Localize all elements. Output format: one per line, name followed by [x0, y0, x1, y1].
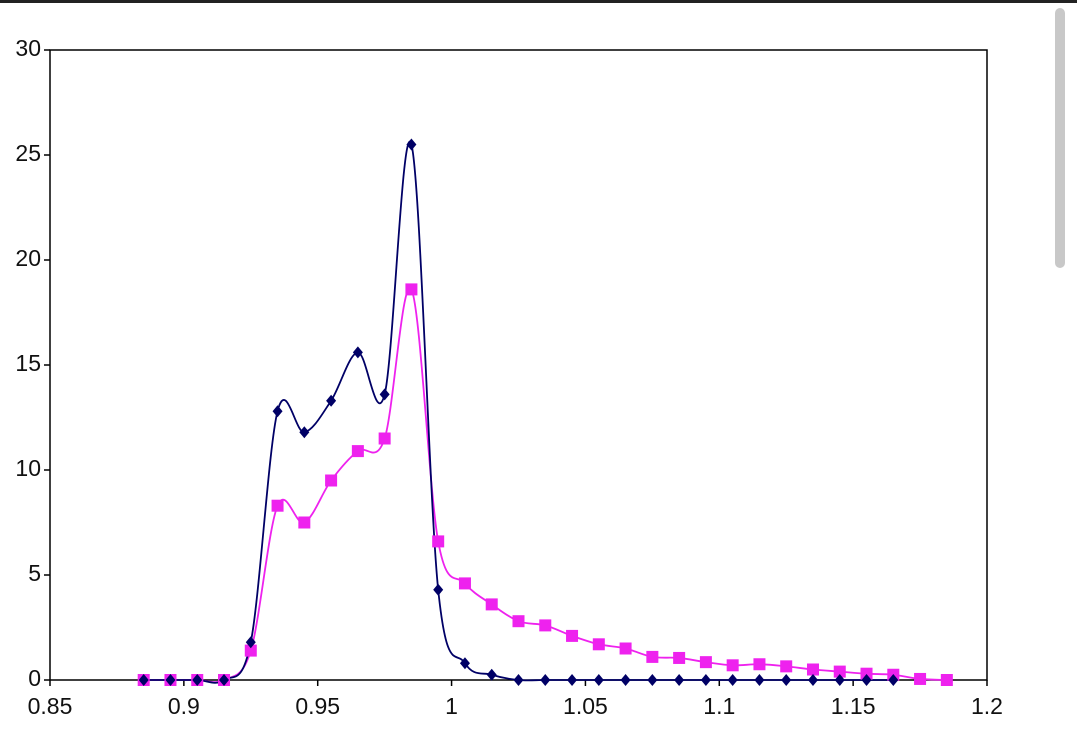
- square-marker: [940, 674, 953, 686]
- diamond-marker: [245, 636, 256, 649]
- diamond-marker: [326, 394, 337, 407]
- square-marker: [806, 663, 819, 676]
- square-marker: [914, 672, 927, 685]
- y-tick-label: 0: [28, 665, 41, 691]
- diamond-marker: [888, 674, 899, 686]
- top-edge: [0, 0, 1077, 3]
- y-tick-label: 15: [15, 350, 41, 376]
- diamond-marker: [727, 674, 738, 686]
- diamond-marker: [593, 674, 604, 686]
- diamond-marker: [459, 657, 470, 670]
- x-tick-label: 1.05: [563, 693, 608, 719]
- x-tick-label: 1.15: [831, 693, 876, 719]
- square-marker: [726, 659, 739, 672]
- square-marker: [458, 577, 471, 590]
- diamond-marker: [861, 674, 872, 686]
- square-marker: [592, 638, 605, 651]
- square-marker: [539, 619, 552, 632]
- y-tick-label: 20: [15, 245, 41, 271]
- diamond-marker: [781, 674, 792, 686]
- y-tick-label: 10: [15, 455, 41, 481]
- square-marker: [485, 598, 498, 611]
- square-marker: [512, 615, 525, 628]
- diamond-marker: [219, 674, 230, 686]
- square-marker: [244, 644, 257, 657]
- square-marker: [325, 474, 338, 487]
- square-marker: [405, 283, 418, 296]
- plot-area: [137, 138, 953, 686]
- square-marker: [298, 516, 311, 529]
- square-marker: [753, 658, 766, 671]
- y-tick-label: 30: [15, 35, 41, 61]
- diamond-marker: [486, 668, 497, 681]
- square-marker: [780, 660, 793, 673]
- diamond-marker: [754, 674, 765, 686]
- diamond-marker: [540, 674, 551, 686]
- square-marker: [351, 445, 364, 458]
- x-tick-label: 1.2: [971, 693, 1003, 719]
- square-marker: [432, 535, 445, 548]
- square-marker: [646, 650, 659, 663]
- square-marker: [566, 629, 579, 642]
- plot-frame: [49, 49, 988, 681]
- square-marker: [833, 665, 846, 678]
- diamond-marker: [567, 674, 578, 686]
- x-tick-label: 0.95: [295, 693, 340, 719]
- square-marker: [673, 651, 686, 664]
- square-marker: [271, 499, 284, 512]
- axes: 0 5 10 15 20 25 30 0.85 0.9 0.95 1 1.05 1.1 1.15 1.2: [15, 35, 1003, 719]
- x-tick-label: 1: [445, 693, 458, 719]
- scrollbar[interactable]: [1055, 8, 1065, 268]
- diamond-marker: [674, 674, 685, 686]
- square-marker: [699, 656, 712, 669]
- square-marker: [378, 432, 391, 445]
- x-tick-label: 0.85: [28, 693, 73, 719]
- diamond-marker: [138, 674, 149, 686]
- diamond-marker: [406, 138, 417, 151]
- diamond-marker: [433, 583, 444, 596]
- series-line: [143, 140, 894, 684]
- square-marker: [860, 667, 873, 680]
- y-tick-label: 25: [15, 140, 41, 166]
- diamond-marker: [165, 674, 176, 686]
- diamond-marker: [299, 426, 310, 439]
- diamond-marker: [807, 674, 818, 686]
- x-tick-label: 0.9: [168, 693, 200, 719]
- diamond-marker: [647, 674, 658, 686]
- x-tick-label: 1.1: [703, 693, 735, 719]
- diamond-marker: [192, 674, 203, 686]
- diamond-marker: [620, 674, 631, 686]
- diamond-marker: [272, 405, 283, 418]
- diamond-marker: [834, 674, 845, 686]
- diamond-marker: [379, 388, 390, 401]
- diamond-marker: [513, 674, 524, 686]
- square-marker: [619, 642, 632, 655]
- y-tick-label: 5: [28, 560, 41, 586]
- diamond-marker: [352, 346, 363, 359]
- diamond-marker: [700, 674, 711, 686]
